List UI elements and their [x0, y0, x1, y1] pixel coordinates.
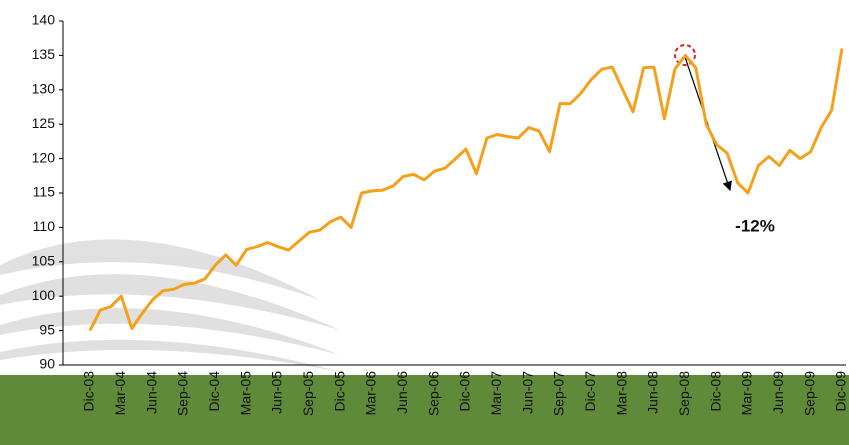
y-tick-label: 95: [39, 321, 55, 337]
x-tick-label: Dic-03: [81, 371, 97, 412]
x-tick-label: Jun-06: [394, 371, 410, 414]
x-tick-label: Mar-09: [739, 371, 755, 416]
y-tick-label: 130: [32, 81, 56, 97]
x-tick-label: Dic-09: [833, 371, 849, 412]
y-tick-label: 105: [32, 253, 56, 269]
x-tick-label: Sep-04: [175, 371, 191, 416]
x-tick-label: Sep-05: [300, 371, 316, 416]
x-tick-label: Sep-08: [676, 371, 692, 416]
annotation: -12%: [735, 216, 775, 235]
y-tick-label: 140: [32, 12, 56, 28]
x-tick-label: Jun-09: [770, 371, 786, 414]
y-tick-label: 110: [33, 218, 56, 234]
x-tick-label: Dic-08: [707, 371, 723, 412]
chart: -12% 90 95 100 105 110 115 120 125 130 135 140 Dic-…: [0, 0, 849, 445]
x-tick-label: Dic-07: [582, 371, 598, 412]
x-tick-label: Mar-07: [488, 371, 504, 416]
x-tick-label: Sep-07: [551, 371, 567, 416]
x-tick-label: Dic-04: [206, 371, 222, 412]
y-tick-label: 100: [32, 287, 56, 303]
x-tick-label: Sep-09: [801, 371, 817, 416]
y-tick-label: 90: [39, 356, 55, 372]
x-tick-label: Jun-04: [143, 371, 159, 414]
x-tick-label: Sep-06: [425, 371, 441, 416]
x-tick-label: Mar-04: [112, 371, 128, 416]
y-tick-label: 135: [32, 46, 56, 62]
x-tick-label: Mar-05: [237, 371, 253, 416]
y-tick-label: 120: [32, 149, 56, 165]
x-tick-label: Dic-06: [457, 371, 473, 412]
x-tick-label: Mar-06: [363, 371, 379, 416]
x-tick-label: Dic-05: [331, 371, 347, 412]
x-tick-label: Jun-05: [269, 371, 285, 414]
x-tick-label: Jun-08: [645, 371, 661, 414]
y-tick-label: 115: [33, 184, 56, 200]
x-tick-label: Mar-08: [613, 371, 629, 416]
x-tick-label: Jun-07: [519, 371, 535, 414]
y-tick-label: 125: [32, 115, 56, 131]
